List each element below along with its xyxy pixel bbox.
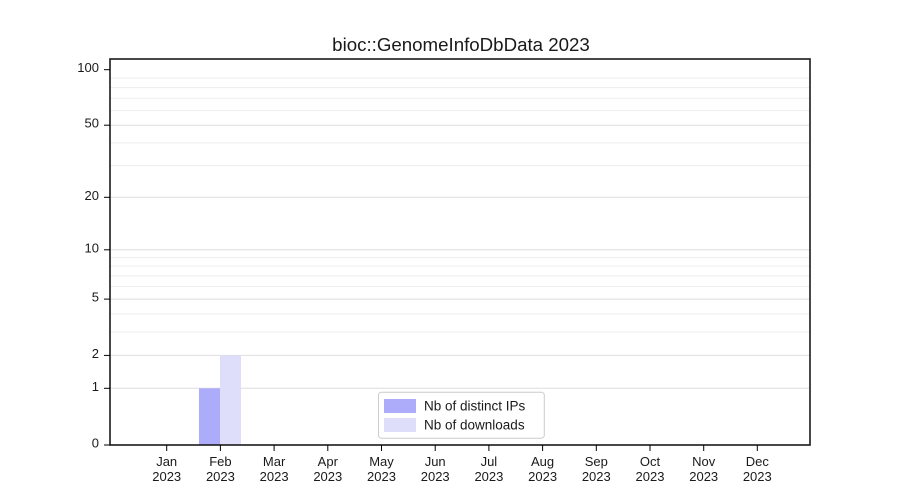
svg-text:0: 0 xyxy=(92,436,99,451)
svg-text:2023: 2023 xyxy=(152,469,181,484)
svg-text:Jul: Jul xyxy=(481,454,498,469)
svg-text:Mar: Mar xyxy=(263,454,286,469)
svg-text:2023: 2023 xyxy=(206,469,235,484)
svg-text:Sep: Sep xyxy=(585,454,608,469)
svg-text:Feb: Feb xyxy=(209,454,231,469)
svg-text:100: 100 xyxy=(77,60,99,75)
svg-text:2023: 2023 xyxy=(260,469,289,484)
svg-text:2023: 2023 xyxy=(582,469,611,484)
svg-text:2023: 2023 xyxy=(528,469,557,484)
svg-text:Aug: Aug xyxy=(531,454,554,469)
svg-text:5: 5 xyxy=(92,290,99,305)
svg-text:2023: 2023 xyxy=(474,469,503,484)
svg-text:50: 50 xyxy=(85,116,99,131)
svg-text:2023: 2023 xyxy=(421,469,450,484)
svg-text:Nov: Nov xyxy=(692,454,716,469)
svg-text:bioc::GenomeInfoDbData 2023: bioc::GenomeInfoDbData 2023 xyxy=(332,34,590,55)
svg-text:10: 10 xyxy=(85,240,99,255)
svg-text:Dec: Dec xyxy=(746,454,770,469)
svg-text:Jan: Jan xyxy=(156,454,177,469)
svg-text:2023: 2023 xyxy=(689,469,718,484)
svg-text:Oct: Oct xyxy=(640,454,661,469)
svg-text:May: May xyxy=(369,454,394,469)
svg-text:Nb of downloads: Nb of downloads xyxy=(424,418,525,433)
svg-text:1: 1 xyxy=(92,379,99,394)
svg-text:Jun: Jun xyxy=(425,454,446,469)
svg-text:Apr: Apr xyxy=(318,454,339,469)
svg-text:20: 20 xyxy=(85,188,99,203)
svg-text:2023: 2023 xyxy=(743,469,772,484)
svg-text:2023: 2023 xyxy=(636,469,665,484)
svg-text:Nb of distinct IPs: Nb of distinct IPs xyxy=(424,399,526,414)
svg-text:2023: 2023 xyxy=(313,469,342,484)
svg-text:2023: 2023 xyxy=(367,469,396,484)
svg-text:2: 2 xyxy=(92,346,99,361)
